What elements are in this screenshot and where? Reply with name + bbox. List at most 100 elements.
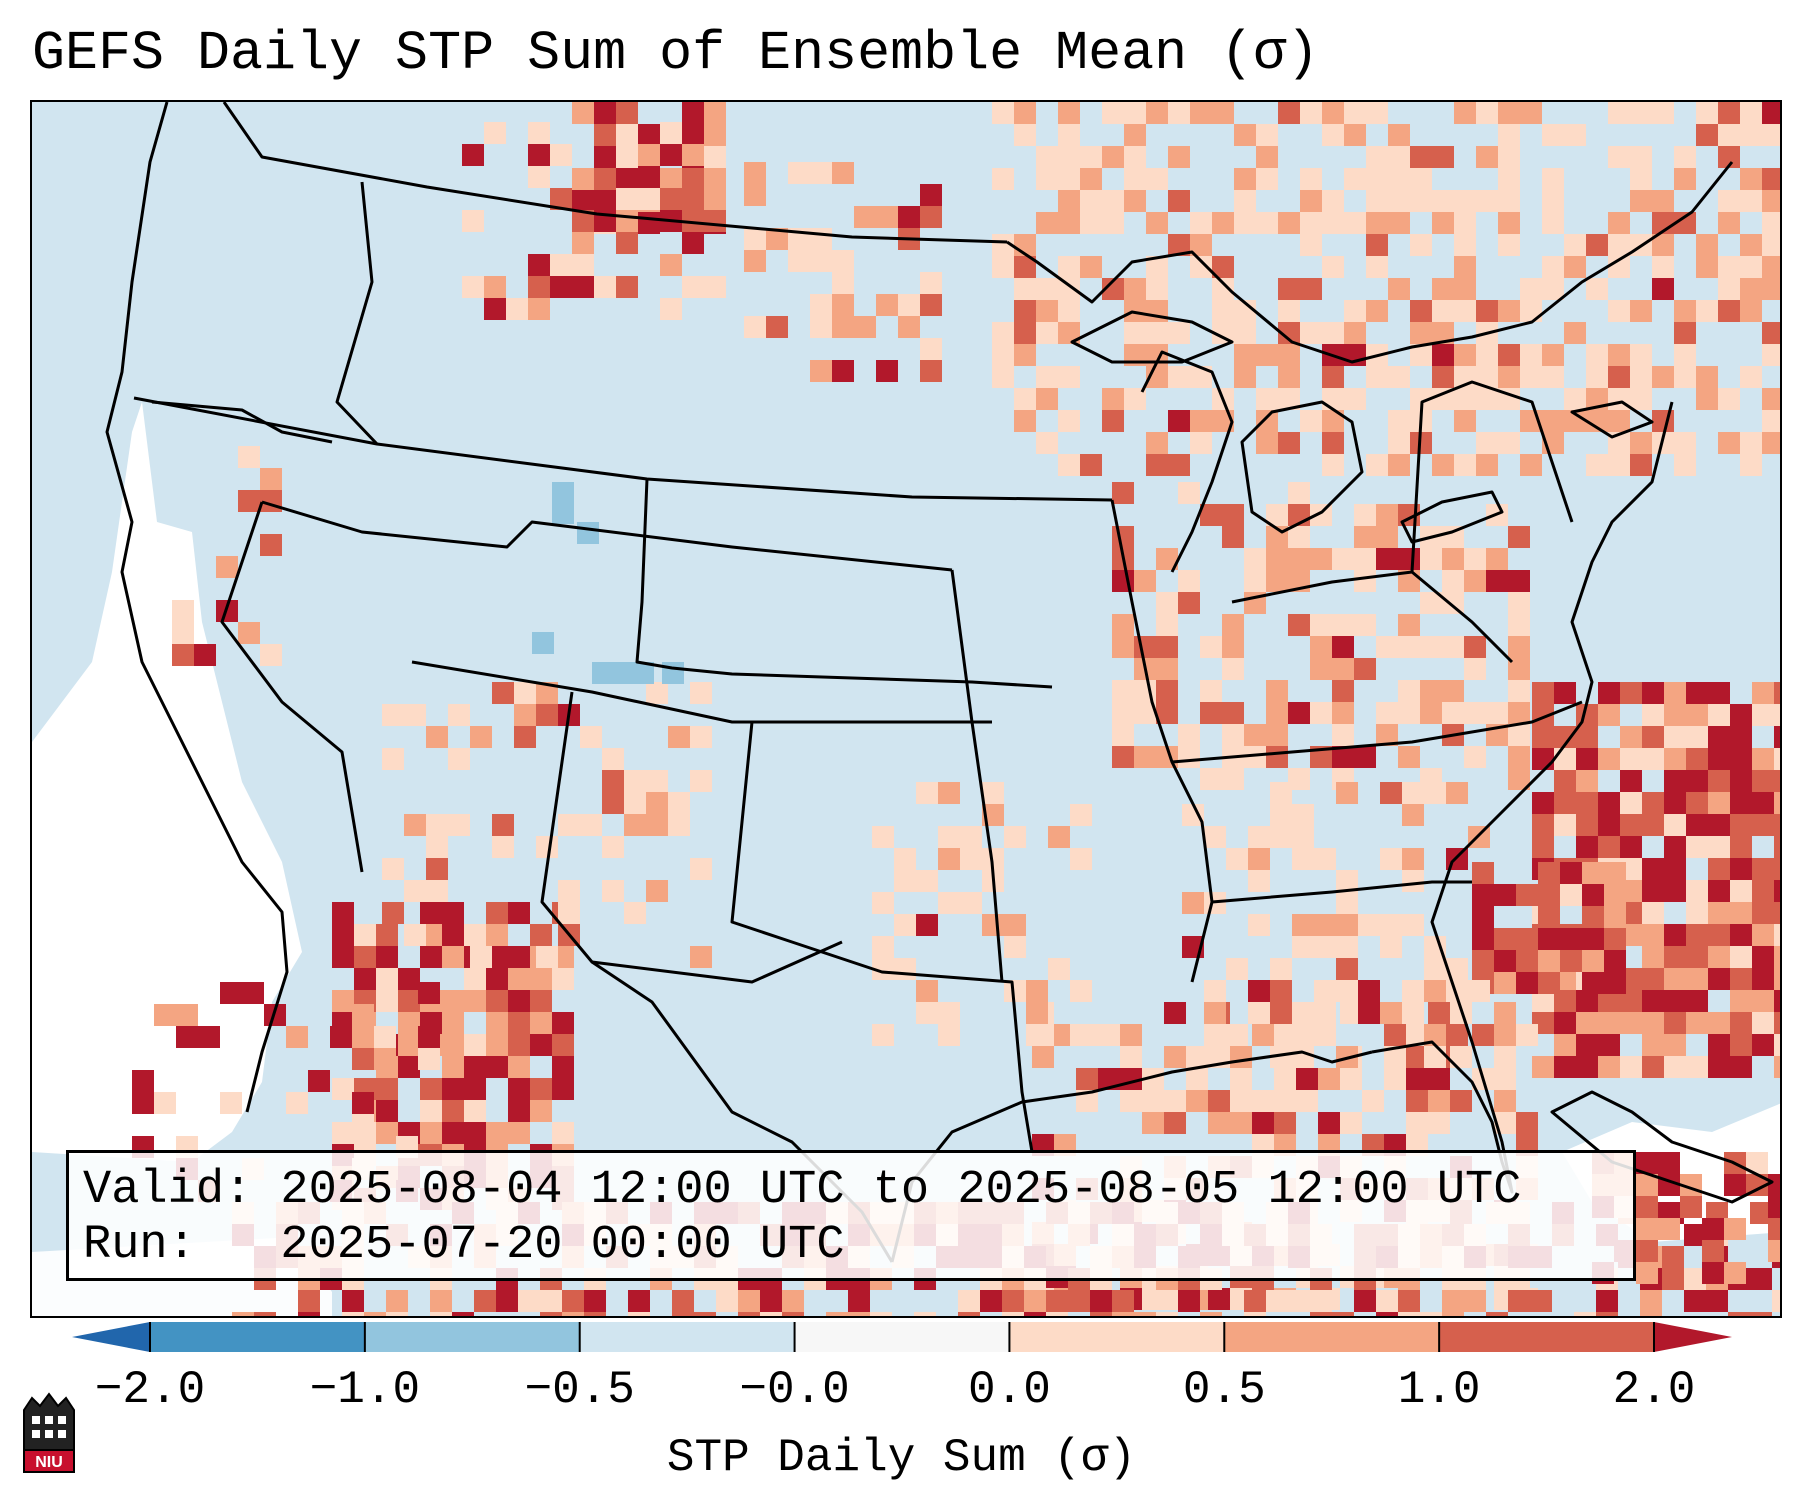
anomaly-cell <box>580 814 602 836</box>
anomaly-cell <box>1410 234 1432 256</box>
anomaly-cell <box>1554 682 1576 704</box>
colorbar-tick-label: 0.0 <box>968 1364 1051 1416</box>
anomaly-cell <box>508 1034 530 1056</box>
anomaly-cell <box>1494 1068 1516 1090</box>
anomaly-cell <box>1420 702 1442 724</box>
anomaly-cell <box>1058 300 1080 322</box>
anomaly-cell <box>1774 990 1780 1012</box>
anomaly-cell <box>1658 1218 1680 1240</box>
anomaly-cell <box>1542 212 1564 234</box>
anomaly-cell <box>1652 190 1674 212</box>
colorbar-segment <box>794 1322 1010 1352</box>
anomaly-cell <box>1664 726 1686 748</box>
anomaly-cell <box>1762 432 1780 454</box>
anomaly-cell <box>628 1312 650 1316</box>
anomaly-cell <box>464 968 486 990</box>
anomaly-cell <box>1288 1290 1310 1312</box>
anomaly-cell <box>1542 410 1564 432</box>
anomaly-cell <box>1266 680 1288 702</box>
anomaly-cell <box>958 1290 980 1312</box>
anomaly-cell <box>1134 570 1156 592</box>
anomaly-cell <box>1752 770 1774 792</box>
anomaly-cell <box>894 914 916 936</box>
anomaly-cell <box>1664 836 1686 858</box>
anomaly-cell <box>1762 190 1780 212</box>
anomaly-cell <box>1332 702 1354 724</box>
anomaly-cell <box>1142 1112 1164 1134</box>
anomaly-cell <box>1402 804 1424 826</box>
anomaly-cell <box>810 316 832 338</box>
anomaly-cell <box>1542 190 1564 212</box>
anomaly-cell <box>1498 432 1520 454</box>
anomaly-cell <box>1454 212 1476 234</box>
anomaly-cell <box>1774 836 1780 858</box>
anomaly-cell <box>1664 792 1686 814</box>
anomaly-cell <box>572 190 594 212</box>
anomaly-cell <box>1708 814 1730 836</box>
anomaly-cell <box>1190 410 1212 432</box>
anomaly-cell <box>1036 432 1058 454</box>
anomaly-cell-negative <box>577 522 599 544</box>
anomaly-cell <box>638 144 660 166</box>
anomaly-cell <box>1520 278 1542 300</box>
anomaly-cell <box>1718 124 1740 146</box>
anomaly-cell <box>1608 300 1630 322</box>
niu-logo-icon: NIU <box>23 1392 75 1473</box>
canada-us-border-east <box>1006 161 1734 364</box>
anomaly-cell <box>1464 1290 1486 1312</box>
anomaly-cell <box>1620 836 1642 858</box>
anomaly-cell <box>1098 1068 1120 1090</box>
anomaly-cell <box>616 276 638 298</box>
anomaly-cell <box>1532 836 1554 858</box>
anomaly-cell <box>550 254 572 276</box>
anomaly-cell <box>1014 124 1036 146</box>
anomaly-cell <box>398 1012 420 1034</box>
anomaly-cell <box>1278 322 1300 344</box>
anomaly-cell <box>398 1034 420 1056</box>
anomaly-cell <box>452 1312 474 1316</box>
anomaly-cell <box>1494 1090 1516 1112</box>
anomaly-cell <box>238 622 260 644</box>
anomaly-cell <box>1366 256 1388 278</box>
anomaly-cell <box>1322 124 1344 146</box>
anomaly-cell <box>1058 410 1080 432</box>
anomaly-cell <box>1664 968 1686 990</box>
anomaly-cell <box>1762 278 1780 300</box>
anomaly-cell <box>1516 1024 1538 1046</box>
anomaly-cell <box>1508 614 1530 636</box>
anomaly-cell <box>1520 366 1542 388</box>
anomaly-cell <box>1560 950 1582 972</box>
anomaly-cell <box>1112 636 1134 658</box>
anomaly-cell <box>920 272 942 294</box>
anomaly-cell <box>1102 278 1124 300</box>
anomaly-cell <box>894 848 916 870</box>
anomaly-cell <box>1664 1056 1686 1078</box>
anomaly-cell <box>1168 234 1190 256</box>
anomaly-cell <box>1740 190 1762 212</box>
anomaly-cell <box>1384 1068 1406 1090</box>
anomaly-cell <box>298 1312 320 1316</box>
anomaly-cell <box>404 814 426 836</box>
anomaly-cell <box>552 1122 574 1144</box>
anomaly-cell <box>958 1312 980 1316</box>
anomaly-cell <box>1402 782 1424 804</box>
anomaly-cell <box>1630 388 1652 410</box>
anomaly-cell <box>1664 682 1686 704</box>
anomaly-cell <box>1708 924 1730 946</box>
anomaly-cell <box>1604 950 1626 972</box>
anomaly-cell <box>1702 1240 1724 1262</box>
anomaly-cell <box>1576 836 1598 858</box>
anomaly-cell <box>760 1312 782 1316</box>
anomaly-cell <box>172 622 194 644</box>
anomaly-cell <box>1002 1290 1024 1312</box>
anomaly-cell <box>1560 884 1582 906</box>
anomaly-cell <box>1620 990 1642 1012</box>
anomaly-cell <box>1200 636 1222 658</box>
anomaly-cell <box>1498 366 1520 388</box>
anomaly-cell <box>1542 256 1564 278</box>
anomaly-cell <box>1702 1218 1724 1240</box>
anomaly-cell <box>1442 548 1464 570</box>
anomaly-cell <box>1296 1068 1318 1090</box>
anomaly-cell <box>1686 902 1708 924</box>
anomaly-cell <box>1026 980 1048 1002</box>
